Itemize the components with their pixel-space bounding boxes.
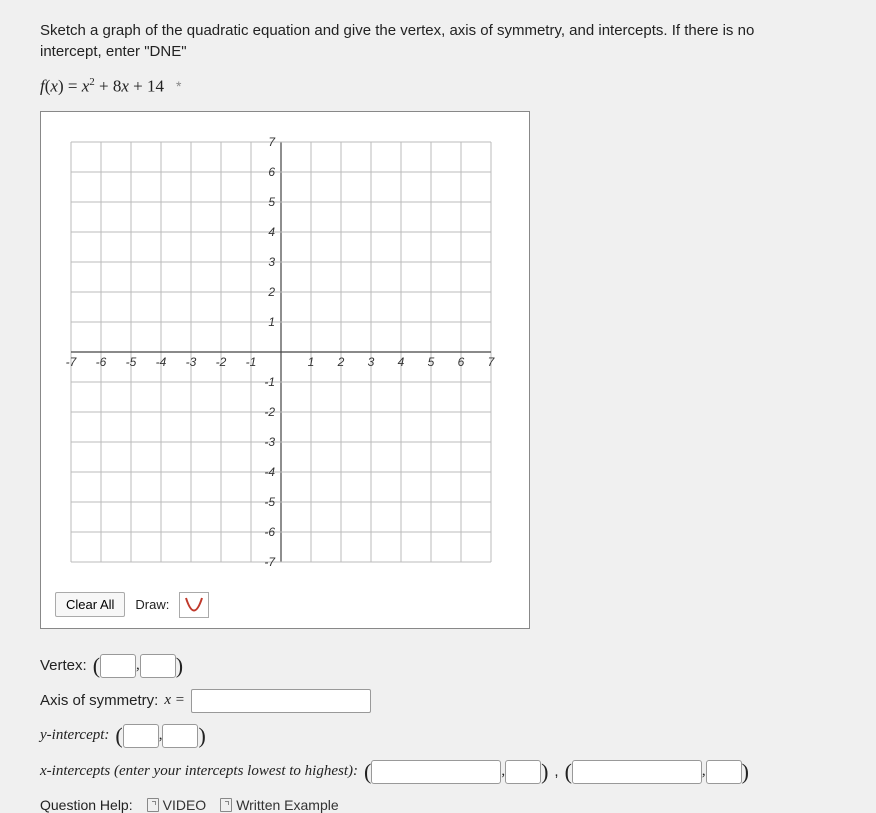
yint-open-paren: ( xyxy=(115,723,122,749)
clear-all-button[interactable]: Clear All xyxy=(55,592,125,617)
y-intercept-label: y-intercept: xyxy=(40,727,109,744)
axis-tick-label: -3 xyxy=(264,435,275,449)
vertex-label: Vertex: xyxy=(40,657,87,674)
xint1-open-paren: ( xyxy=(364,759,371,785)
axis-tick-label: 7 xyxy=(488,355,496,369)
yint-y-input[interactable] xyxy=(162,724,198,748)
eq-equals: = xyxy=(68,77,82,96)
doc-icon xyxy=(220,798,232,812)
axis-tick-label: -1 xyxy=(264,375,275,389)
axis-tick-label: 4 xyxy=(268,225,275,239)
video-help-link[interactable]: VIDEO xyxy=(147,797,207,813)
axis-tick-label: 5 xyxy=(268,195,275,209)
vertex-x-input[interactable] xyxy=(100,654,136,678)
equation-display: f(x) = x2 + 8x + 14 xyxy=(40,76,164,97)
axis-tick-label: 1 xyxy=(308,355,315,369)
video-help-text: VIDEO xyxy=(163,797,207,813)
axis-tick-label: -7 xyxy=(264,555,276,569)
xint2-close-paren: ) xyxy=(742,759,749,785)
axis-tick-label: -3 xyxy=(186,355,197,369)
written-example-link[interactable]: Written Example xyxy=(220,797,338,813)
xint2-open-paren: ( xyxy=(565,759,572,785)
parabola-icon xyxy=(183,595,205,615)
yint-close-paren: ) xyxy=(198,723,205,749)
problem-instructions: Sketch a graph of the quadratic equation… xyxy=(40,20,800,62)
eq-lhs-var: x xyxy=(50,77,58,96)
graph-toolbar: Clear All Draw: xyxy=(51,582,519,622)
draw-parabola-tool[interactable] xyxy=(179,592,209,618)
vertex-open-paren: ( xyxy=(93,653,100,679)
axis-tick-label: -2 xyxy=(216,355,227,369)
required-asterisk: * xyxy=(176,78,181,94)
graph-panel: -7 -6 -5 -4 -3 -2 -1 1 2 3 4 5 6 7 -7 -6 -5 -4 -3 -2 -1 1 2 3 4 5… xyxy=(40,111,530,629)
axis-tick-label: -5 xyxy=(264,495,275,509)
axis-tick-label: 2 xyxy=(337,355,345,369)
axis-tick-label: 6 xyxy=(268,165,275,179)
question-help-label: Question Help: xyxy=(40,797,133,813)
yint-x-input[interactable] xyxy=(123,724,159,748)
eq-term-plus14: + 14 xyxy=(129,77,164,96)
axis-tick-label: -6 xyxy=(96,355,107,369)
axis-var: x = xyxy=(164,692,185,709)
axis-tick-label: -5 xyxy=(126,355,137,369)
xint2-x-input[interactable] xyxy=(572,760,702,784)
axis-tick-label: 4 xyxy=(398,355,405,369)
xint1-x-input[interactable] xyxy=(371,760,501,784)
draw-label: Draw: xyxy=(135,597,169,612)
axis-tick-label: -4 xyxy=(156,355,167,369)
axis-label: Axis of symmetry: xyxy=(40,692,158,709)
axis-tick-label: -4 xyxy=(264,465,275,479)
xint1-close-paren: ) xyxy=(541,759,548,785)
axis-tick-label: -7 xyxy=(66,355,78,369)
vertex-close-paren: ) xyxy=(176,653,183,679)
axis-tick-label: 3 xyxy=(268,255,275,269)
x-intercepts-label: x-intercepts (enter your intercepts lowe… xyxy=(40,763,358,780)
axis-of-symmetry-input[interactable] xyxy=(191,689,371,713)
doc-icon xyxy=(147,798,159,812)
eq-close-paren: ) xyxy=(58,77,64,96)
pair-separator: , xyxy=(554,763,558,780)
axis-tick-label: 2 xyxy=(267,285,275,299)
axis-tick-label: 3 xyxy=(368,355,375,369)
coordinate-grid[interactable]: -7 -6 -5 -4 -3 -2 -1 1 2 3 4 5 6 7 -7 -6 -5 -4 -3 -2 -1 1 2 3 4 5… xyxy=(51,122,511,582)
written-example-text: Written Example xyxy=(236,797,338,813)
eq-term-plus8: + 8 xyxy=(95,77,122,96)
axis-tick-label: -1 xyxy=(246,355,257,369)
eq-term-x2: x xyxy=(121,77,129,96)
axis-tick-label: 1 xyxy=(268,315,275,329)
xint2-y-input[interactable] xyxy=(706,760,742,784)
axis-tick-label: -2 xyxy=(264,405,275,419)
xint1-y-input[interactable] xyxy=(505,760,541,784)
axis-tick-label: 5 xyxy=(428,355,435,369)
axis-tick-label: -6 xyxy=(264,525,275,539)
vertex-y-input[interactable] xyxy=(140,654,176,678)
axis-tick-label: 6 xyxy=(458,355,465,369)
